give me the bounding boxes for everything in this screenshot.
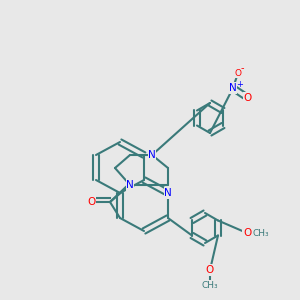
Text: O: O: [206, 265, 214, 275]
Text: O: O: [235, 68, 242, 77]
Text: O: O: [243, 228, 251, 238]
Text: CH₃: CH₃: [202, 280, 218, 290]
Text: O: O: [87, 197, 95, 207]
Text: N: N: [126, 180, 134, 190]
Text: O: O: [244, 93, 252, 103]
Text: N: N: [148, 150, 156, 160]
Text: N: N: [164, 188, 172, 198]
Text: -: -: [241, 63, 244, 73]
Text: +: +: [236, 80, 243, 89]
Text: CH₃: CH₃: [253, 229, 269, 238]
Text: N: N: [229, 83, 237, 93]
